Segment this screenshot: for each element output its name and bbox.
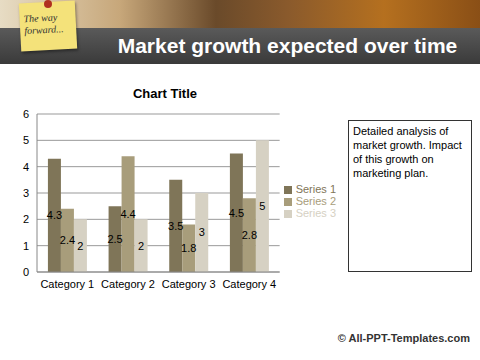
svg-text:4.5: 4.5 (229, 207, 244, 219)
svg-text:3.5: 3.5 (168, 220, 183, 232)
html-text:The way forward...: The way forward... (23, 11, 64, 37)
svg-text:5: 5 (259, 200, 265, 212)
svg-text:2: 2 (138, 240, 144, 252)
svg-text:1: 1 (23, 240, 29, 252)
svg-text:Category 4: Category 4 (222, 278, 276, 290)
svg-text:0: 0 (23, 266, 29, 278)
svg-text:2.4: 2.4 (60, 234, 75, 246)
html-text:Market growth expected over ti: Market growth expected over time (117, 34, 458, 57)
html-text:Detailed analysis of market gr: Detailed analysis of market growth. Impa… (353, 125, 462, 179)
html-text:Series 1: Series 1 (295, 183, 336, 195)
svg-text:4.4: 4.4 (120, 208, 135, 220)
html-text:© All-PPT-Templates.com: © All-PPT-Templates.com (337, 332, 470, 344)
svg-text:Category 1: Category 1 (40, 278, 94, 290)
svg-text:2.5: 2.5 (107, 233, 122, 245)
svg-text:3: 3 (199, 226, 205, 238)
svg-text:4.3: 4.3 (47, 209, 62, 221)
svg-text:Category 2: Category 2 (101, 278, 155, 290)
svg-text:6: 6 (23, 108, 29, 120)
html-text:Series 3: Series 3 (295, 207, 336, 219)
svg-text:2.8: 2.8 (242, 229, 257, 241)
html-text:Chart Title: Chart Title (133, 86, 197, 101)
html-text:Series 2: Series 2 (295, 195, 336, 207)
svg-text:3: 3 (23, 187, 29, 199)
svg-text:1.8: 1.8 (181, 242, 196, 254)
svg-text:2: 2 (77, 240, 83, 252)
svg-text:Category 3: Category 3 (162, 278, 216, 290)
svg-text:2: 2 (23, 213, 29, 225)
svg-text:4: 4 (23, 161, 29, 173)
svg-text:5: 5 (23, 134, 29, 146)
